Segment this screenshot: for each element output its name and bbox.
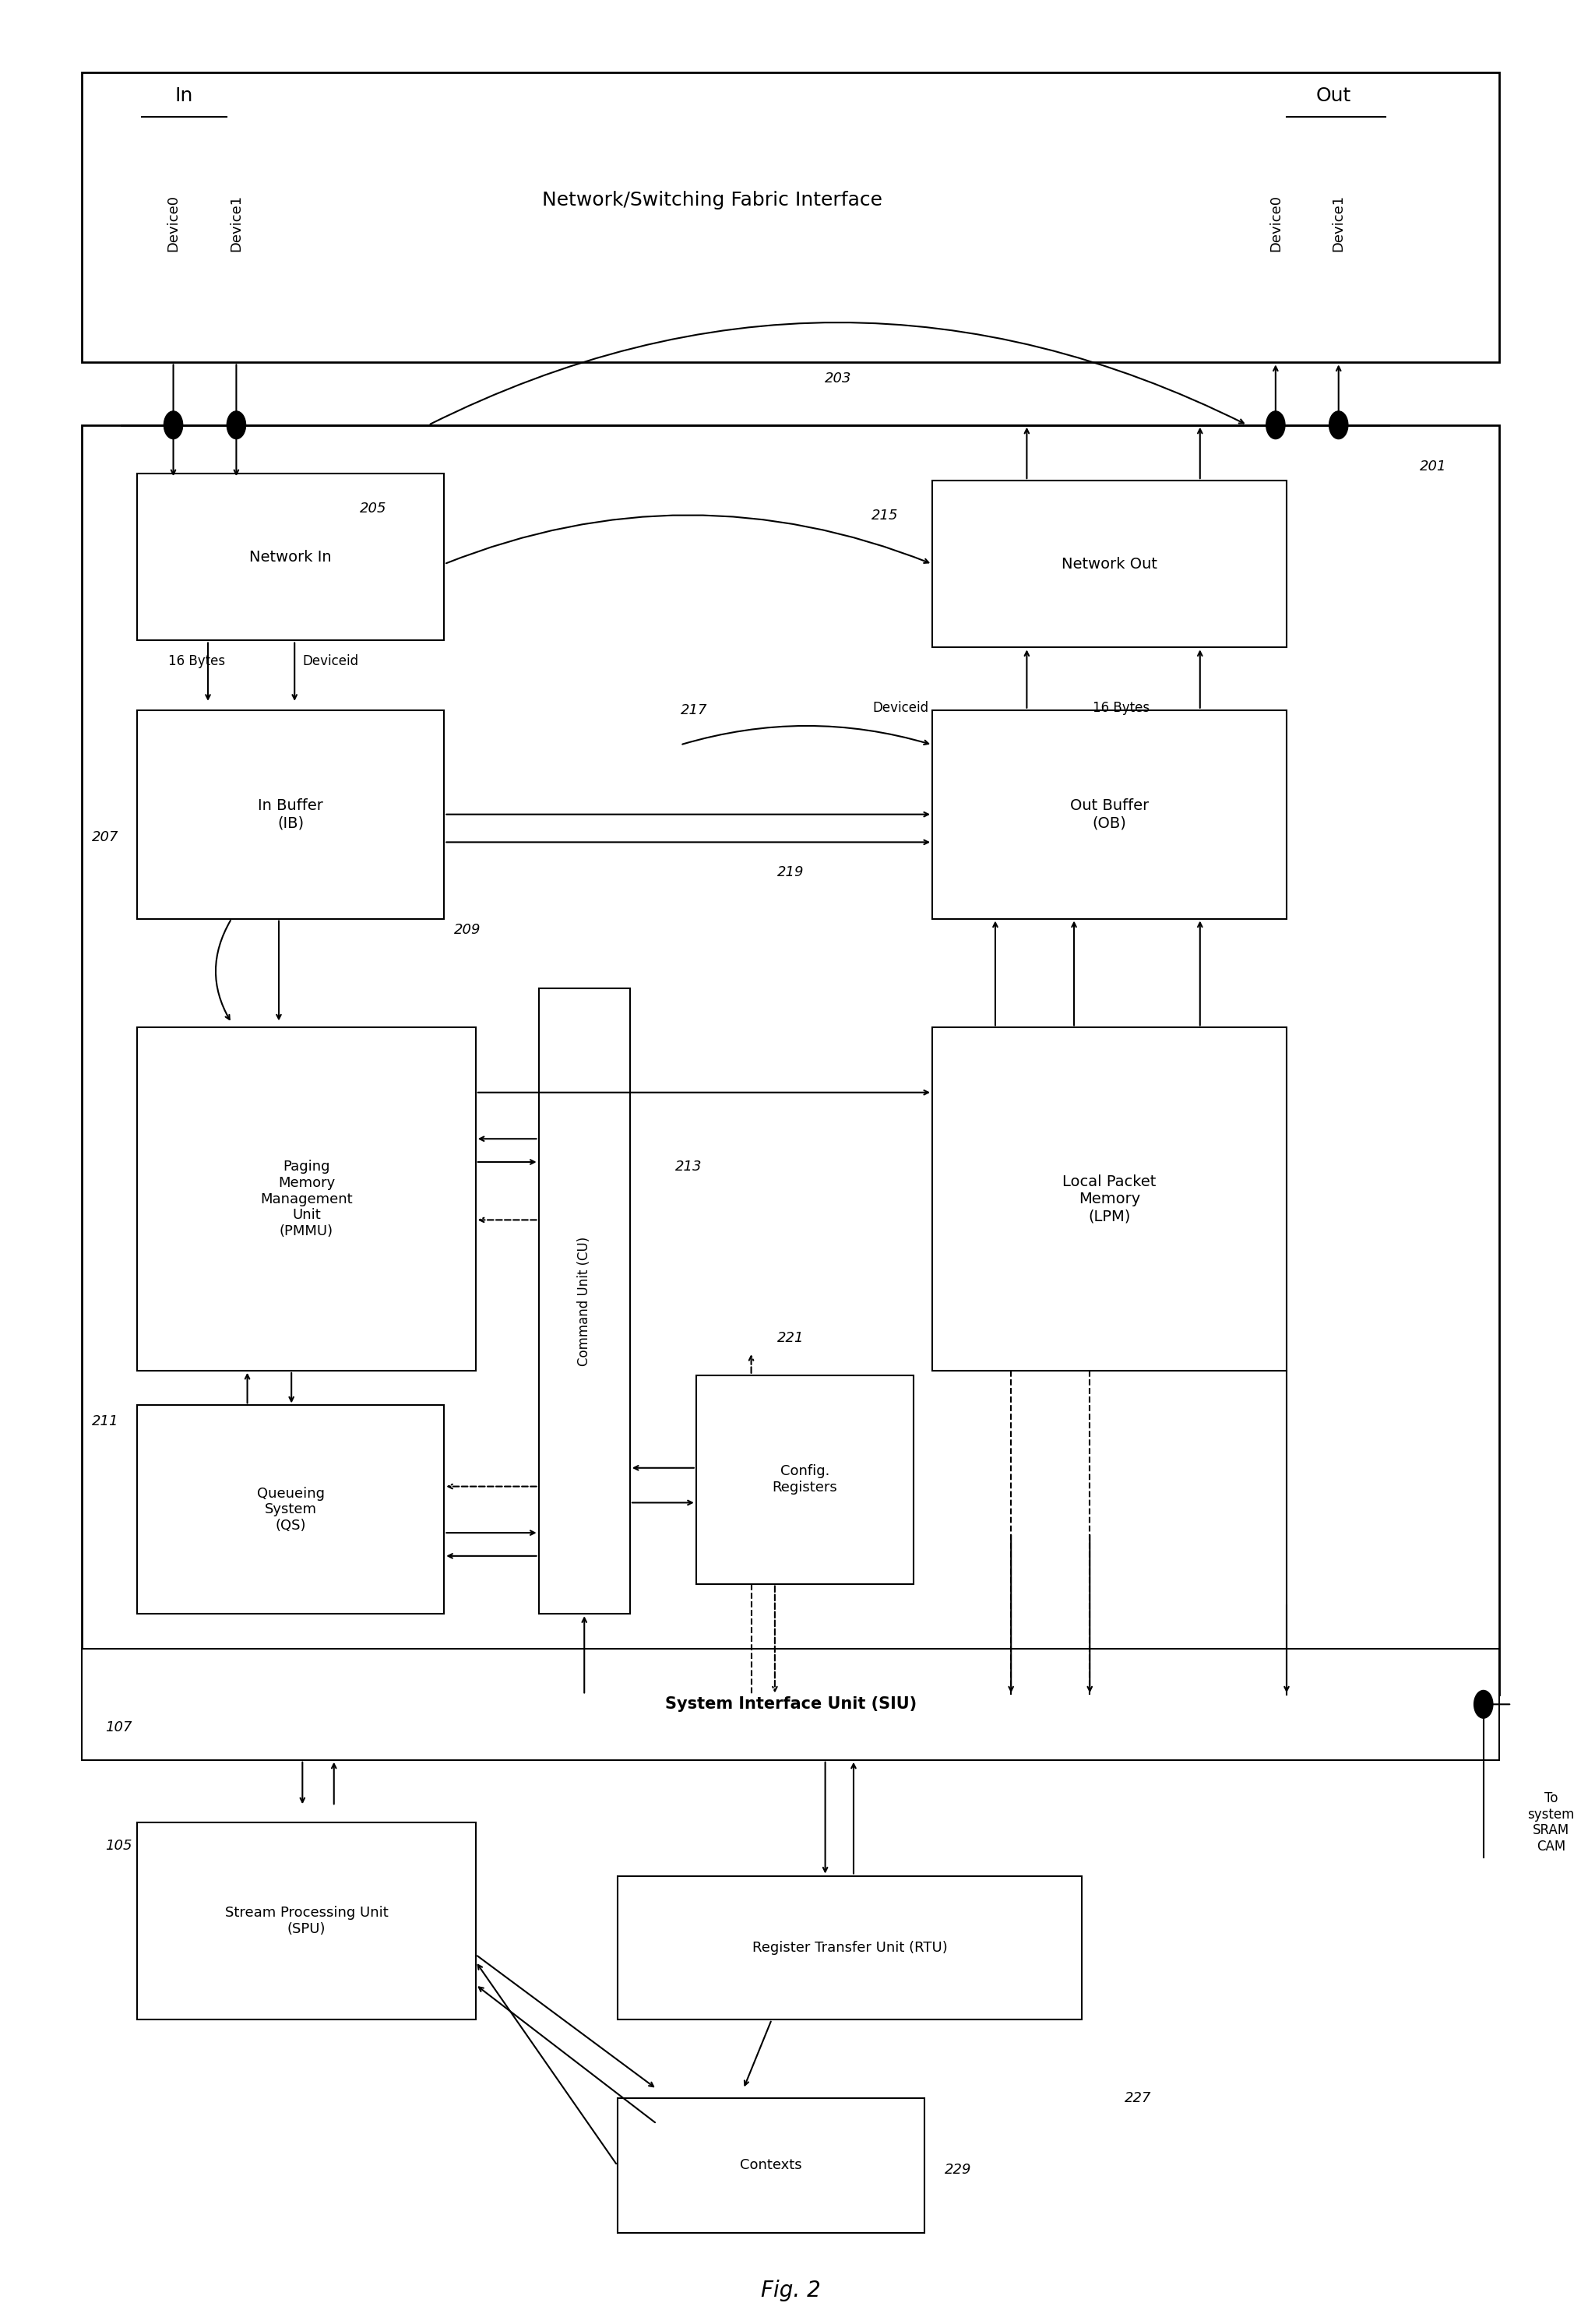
FancyBboxPatch shape [137,474,445,641]
FancyBboxPatch shape [137,711,445,918]
Text: 221: 221 [777,1332,804,1346]
Text: Network/Switching Fabric Interface: Network/Switching Fabric Interface [542,191,881,209]
Text: Contexts: Contexts [740,2159,802,2173]
Text: Device1: Device1 [1331,195,1345,251]
Text: Config.
Registers: Config. Registers [772,1464,837,1494]
Text: Deviceid: Deviceid [872,702,927,716]
Text: System Interface Unit (SIU): System Interface Unit (SIU) [664,1697,916,1713]
FancyBboxPatch shape [137,1027,475,1371]
Text: 201: 201 [1420,460,1445,474]
Text: Network In: Network In [249,551,332,565]
Text: 207: 207 [92,830,119,844]
Text: Command Unit (CU): Command Unit (CU) [576,1236,591,1367]
FancyBboxPatch shape [538,988,630,1613]
FancyBboxPatch shape [932,1027,1286,1371]
Text: 105: 105 [105,1838,132,1852]
Circle shape [227,411,246,439]
FancyBboxPatch shape [618,1875,1081,2020]
Text: 16 Bytes: 16 Bytes [168,655,225,669]
Text: 211: 211 [92,1415,119,1429]
FancyBboxPatch shape [83,72,1499,363]
Text: 229: 229 [945,2164,972,2178]
Text: 213: 213 [675,1160,702,1174]
Text: 215: 215 [872,509,899,523]
Circle shape [1329,411,1347,439]
Text: Register Transfer Unit (RTU): Register Transfer Unit (RTU) [751,1941,946,1954]
Text: 16 Bytes: 16 Bytes [1093,702,1150,716]
FancyBboxPatch shape [137,1822,475,2020]
FancyBboxPatch shape [83,1648,1499,1759]
Text: Queueing
System
(QS): Queueing System (QS) [257,1487,324,1534]
Text: Stream Processing Unit
(SPU): Stream Processing Unit (SPU) [224,1906,387,1936]
Text: 205: 205 [359,502,386,516]
Text: Network Out: Network Out [1061,558,1156,572]
Text: Paging
Memory
Management
Unit
(PMMU): Paging Memory Management Unit (PMMU) [260,1160,353,1239]
Text: Deviceid: Deviceid [302,655,359,669]
Circle shape [164,411,183,439]
Text: Out: Out [1315,86,1351,105]
Text: 227: 227 [1124,2092,1151,2106]
Text: 219: 219 [777,865,804,878]
Text: Device0: Device0 [167,195,179,251]
FancyBboxPatch shape [696,1376,913,1583]
Text: In: In [175,86,194,105]
Circle shape [1266,411,1285,439]
Text: 203: 203 [824,372,851,386]
Text: Local Packet
Memory
(LPM): Local Packet Memory (LPM) [1062,1174,1156,1225]
Text: 107: 107 [105,1720,132,1734]
Text: Fig. 2: Fig. 2 [761,2280,819,2301]
FancyBboxPatch shape [932,481,1286,648]
Text: Device1: Device1 [229,195,243,251]
FancyBboxPatch shape [932,711,1286,918]
FancyBboxPatch shape [618,2099,924,2233]
Text: Out Buffer
(OB): Out Buffer (OB) [1069,799,1148,830]
FancyBboxPatch shape [137,1406,445,1613]
Text: To
system
SRAM
CAM: To system SRAM CAM [1526,1792,1574,1855]
Text: 209: 209 [454,923,481,937]
Text: 217: 217 [680,704,707,718]
Text: Device0: Device0 [1267,195,1282,251]
Circle shape [1474,1690,1493,1717]
FancyBboxPatch shape [83,425,1499,1694]
Text: In Buffer
(IB): In Buffer (IB) [257,799,322,830]
